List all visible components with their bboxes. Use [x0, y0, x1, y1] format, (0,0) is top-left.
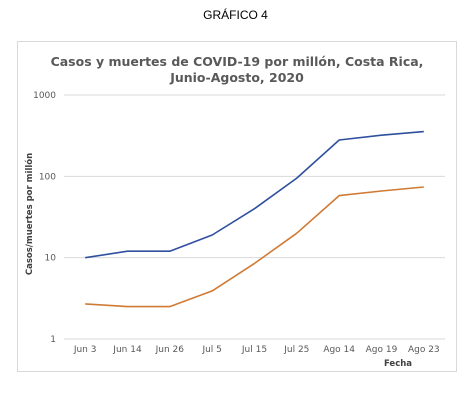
chart-frame	[17, 41, 457, 372]
x-tick-label: Ago 14	[323, 345, 355, 355]
x-axis-label: Fecha	[384, 359, 412, 369]
y-tick-labels: 1 10 100 1000	[33, 91, 56, 345]
x-tick-label: Jun 14	[112, 345, 142, 355]
x-tick-label: Jun 26	[155, 345, 185, 355]
y-tick-label: 100	[39, 172, 56, 182]
figure-caption: GRÁFICO 4	[203, 8, 268, 22]
y-tick-label: 1	[50, 335, 56, 345]
y-tick-label: 1000	[33, 91, 56, 101]
series-lines	[85, 130, 424, 308]
y-tick-label: 10	[45, 254, 57, 264]
gridlines	[64, 94, 445, 340]
series-line-1	[85, 130, 424, 259]
x-tick-label: Ago 23	[408, 345, 440, 355]
x-tick-label: Ago 19	[366, 345, 398, 355]
series-line-2	[85, 186, 424, 308]
chart-title-line-2: Junio-Agosto, 2020	[169, 70, 304, 85]
x-tick-labels: Jun 3 Jun 14 Jun 26 Jul 5 Jul 15 Jul 25 Ago 14…	[73, 345, 440, 355]
x-tick-label: Jul 5	[201, 345, 221, 355]
chart-title-line-1: Casos y muertes de COVID-19 por millón, …	[51, 54, 424, 69]
x-tick-label: Jul 25	[283, 345, 309, 355]
x-tick-label: Jun 3	[73, 345, 97, 355]
x-tick-label: Jul 15	[241, 345, 267, 355]
y-axis-label: Casos/muertes por millón	[24, 153, 35, 275]
